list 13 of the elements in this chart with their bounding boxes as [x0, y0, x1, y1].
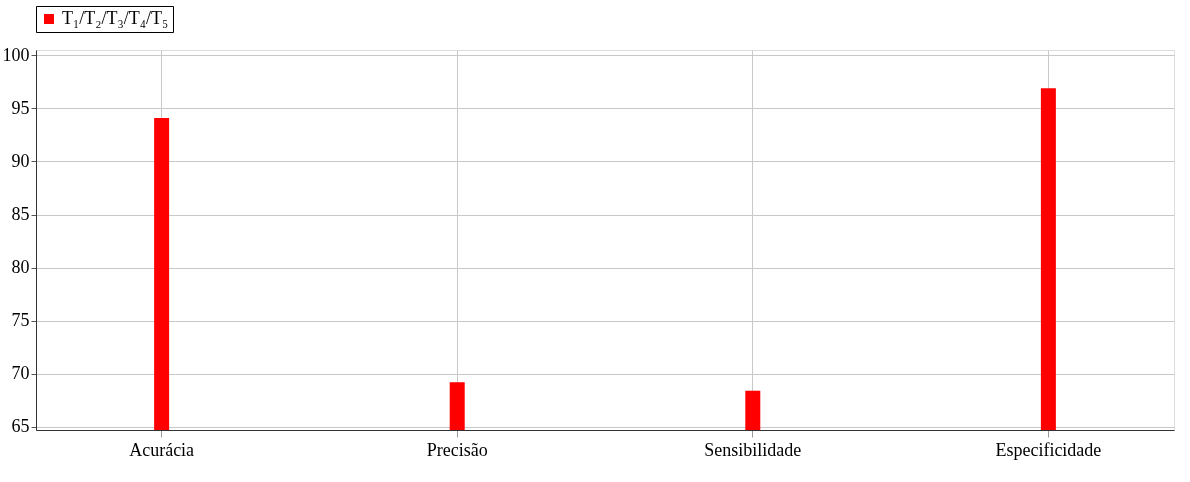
y-tick-label: 70 [11, 363, 30, 384]
legend-label: T₁/T₂/T₃/T₄/T₅ [62, 8, 169, 28]
x-tick-label: Acurácia [129, 439, 195, 460]
y-tick-label: 95 [11, 97, 30, 118]
y-tick-label: 90 [11, 150, 30, 171]
x-tick-label: Sensibilidade [704, 439, 802, 460]
x-tick-label: Precisão [426, 439, 488, 460]
y-tick-label: 100 [2, 44, 30, 65]
y-tick-label: 85 [11, 204, 30, 225]
x-tick-label: Especificidade [995, 439, 1102, 460]
y-tick-label: 65 [11, 416, 30, 437]
y-tick-label: 80 [11, 257, 30, 278]
y-tick-label: 75 [11, 310, 30, 331]
